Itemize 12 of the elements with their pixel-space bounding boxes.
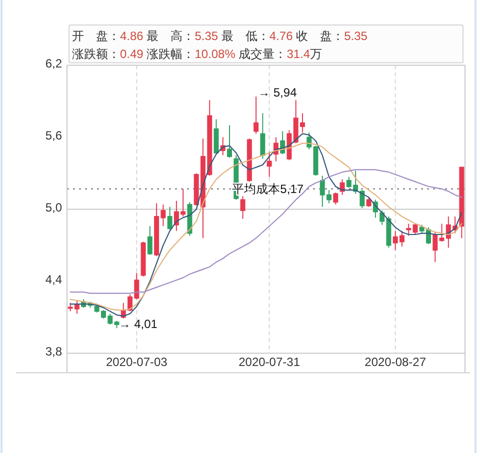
- y-tick-label: 3,8: [45, 344, 62, 358]
- y-tick-label: 4,4: [45, 272, 62, 286]
- text: 开 盘：4.86 最 高：5.35 最 低：4.76 收 盘：5.35: [72, 29, 368, 43]
- text: 涨跌额：0.49 涨跌幅：10.08% 成交量：31.4万: [72, 47, 322, 61]
- y-tick-label: 5,0: [45, 200, 62, 214]
- x-tick-label: 2020-08-27: [364, 355, 426, 369]
- x-tick-label: 2020-07-31: [238, 355, 300, 369]
- y-tick-label: 5,6: [45, 128, 62, 142]
- annotation: → 5,94: [258, 86, 298, 100]
- y-tick-label: 6,2: [45, 56, 62, 70]
- x-tick-label: 2020-07-03: [106, 355, 168, 369]
- annotation: → 4,01: [118, 317, 158, 332]
